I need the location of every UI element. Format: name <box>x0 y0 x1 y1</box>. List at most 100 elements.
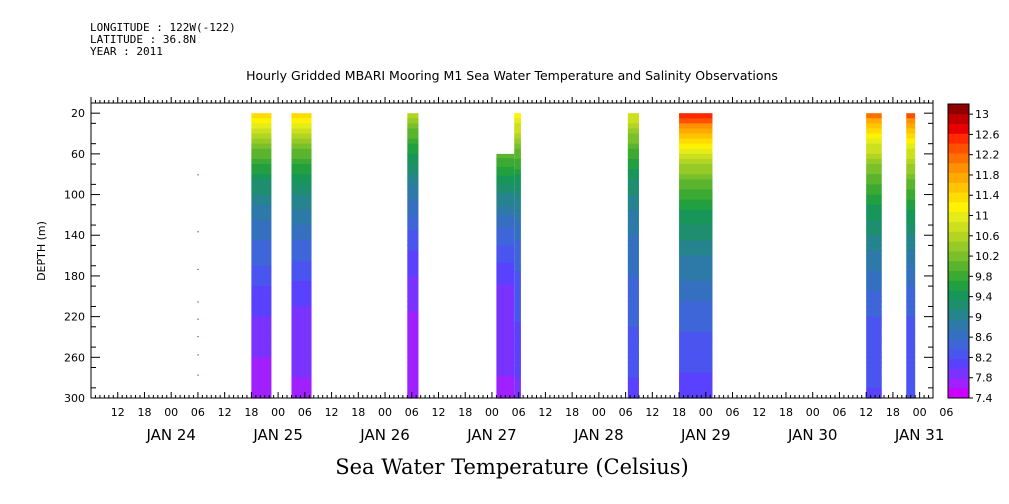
temperature-cell <box>291 265 312 272</box>
temperature-cell <box>627 153 639 160</box>
temperature-cell <box>251 306 272 313</box>
temperature-cell <box>866 326 882 333</box>
x-hour-label: 18 <box>351 406 365 419</box>
temperature-cell <box>291 362 312 369</box>
temperature-cell <box>627 158 639 165</box>
temperature-cell <box>679 286 713 292</box>
temperature-cell <box>407 382 419 389</box>
temperature-cell <box>514 387 521 394</box>
temperature-cell <box>679 331 713 338</box>
temperature-cell <box>251 342 272 348</box>
temperature-cell <box>679 387 713 394</box>
colorbar-swatch <box>948 192 969 203</box>
colorbar-label: 9.8 <box>975 270 993 283</box>
temperature-cell <box>407 301 419 308</box>
temperature-cell <box>407 270 419 277</box>
temperature-cell <box>627 291 639 297</box>
x-day-label: JAN 31 <box>894 426 945 444</box>
temperature-cell <box>866 275 882 282</box>
temperature-cell <box>251 174 272 180</box>
temperature-cell <box>627 138 639 145</box>
temperature-cell <box>251 153 272 160</box>
sparse-data-point <box>197 174 199 176</box>
temperature-cell <box>906 148 916 155</box>
temperature-cell <box>679 377 713 384</box>
temperature-cell <box>866 260 882 267</box>
temperature-cell <box>866 347 882 353</box>
temperature-cell <box>407 235 419 241</box>
temperature-cell <box>906 286 916 292</box>
temperature-cell <box>514 301 521 308</box>
colorbar-swatch <box>948 339 969 350</box>
temperature-cell <box>496 310 515 316</box>
sparse-data-point <box>197 231 199 233</box>
x-day-label: JAN 29 <box>680 426 731 444</box>
x-hour-label: 06 <box>298 406 312 419</box>
temperature-cell <box>866 143 882 150</box>
temperature-cell <box>407 321 419 328</box>
temperature-segment <box>679 113 713 399</box>
temperature-cell <box>906 377 916 384</box>
temperature-cell <box>407 204 419 211</box>
temperature-cell <box>679 301 713 308</box>
temperature-cell <box>627 316 639 323</box>
temperature-cell <box>627 133 639 140</box>
temperature-cell <box>251 133 272 140</box>
temperature-cell <box>251 164 272 170</box>
temperature-cell <box>251 230 272 236</box>
temperature-cell <box>679 219 713 226</box>
temperature-cell <box>291 230 312 236</box>
colorbar-swatch <box>948 280 969 291</box>
temperature-cell <box>866 245 882 252</box>
temperature-cell <box>251 194 272 201</box>
x-hour-label: 12 <box>325 406 339 419</box>
temperature-cell <box>627 342 639 348</box>
x-hour-label: 18 <box>137 406 151 419</box>
temperature-cell <box>906 382 916 389</box>
temperature-cell <box>514 367 521 374</box>
temperature-cell <box>496 328 515 334</box>
temperature-cell <box>291 382 312 389</box>
temperature-cell <box>291 286 312 292</box>
temperature-cell <box>407 214 419 221</box>
chart-title: Hourly Gridded MBARI Mooring M1 Sea Wate… <box>246 68 778 83</box>
temperature-cell <box>627 372 639 379</box>
temperature-cell <box>627 189 639 196</box>
temperature-cell <box>496 350 515 355</box>
temperature-cell <box>496 223 515 229</box>
temperature-cell <box>866 153 882 160</box>
temperature-cell <box>291 158 312 165</box>
temperature-cell <box>496 206 515 212</box>
temperature-cell <box>251 281 272 287</box>
colorbar-swatch <box>948 309 969 320</box>
temperature-cell <box>514 128 521 135</box>
temperature-cell <box>906 311 916 318</box>
temperature-cell <box>679 158 713 165</box>
temperature-cell <box>251 123 272 130</box>
temperature-cell <box>866 158 882 165</box>
temperature-cell <box>514 281 521 287</box>
temperature-cell <box>866 342 882 348</box>
temperature-cell <box>866 138 882 145</box>
temperature-cell <box>291 347 312 353</box>
temperature-cell <box>679 336 713 343</box>
temperature-cell <box>291 240 312 247</box>
temperature-cell <box>906 209 916 216</box>
x-hour-label: 06 <box>191 406 205 419</box>
temperature-cell <box>906 260 916 267</box>
temperature-cell <box>906 347 916 353</box>
temperature-cell <box>866 219 882 226</box>
colorbar-label: 8.2 <box>975 351 993 364</box>
temperature-cell <box>866 316 882 323</box>
temperature-cell <box>679 138 713 145</box>
temperature-cell <box>679 306 713 313</box>
temperature-cell <box>291 143 312 150</box>
temperature-cell <box>866 164 882 170</box>
temperature-cell <box>906 326 916 333</box>
temperature-cell <box>906 169 916 175</box>
temperature-cell <box>679 382 713 389</box>
temperature-cell <box>866 321 882 328</box>
temperature-cell <box>679 321 713 328</box>
x-hour-label: 12 <box>752 406 766 419</box>
temperature-cell <box>251 316 272 323</box>
